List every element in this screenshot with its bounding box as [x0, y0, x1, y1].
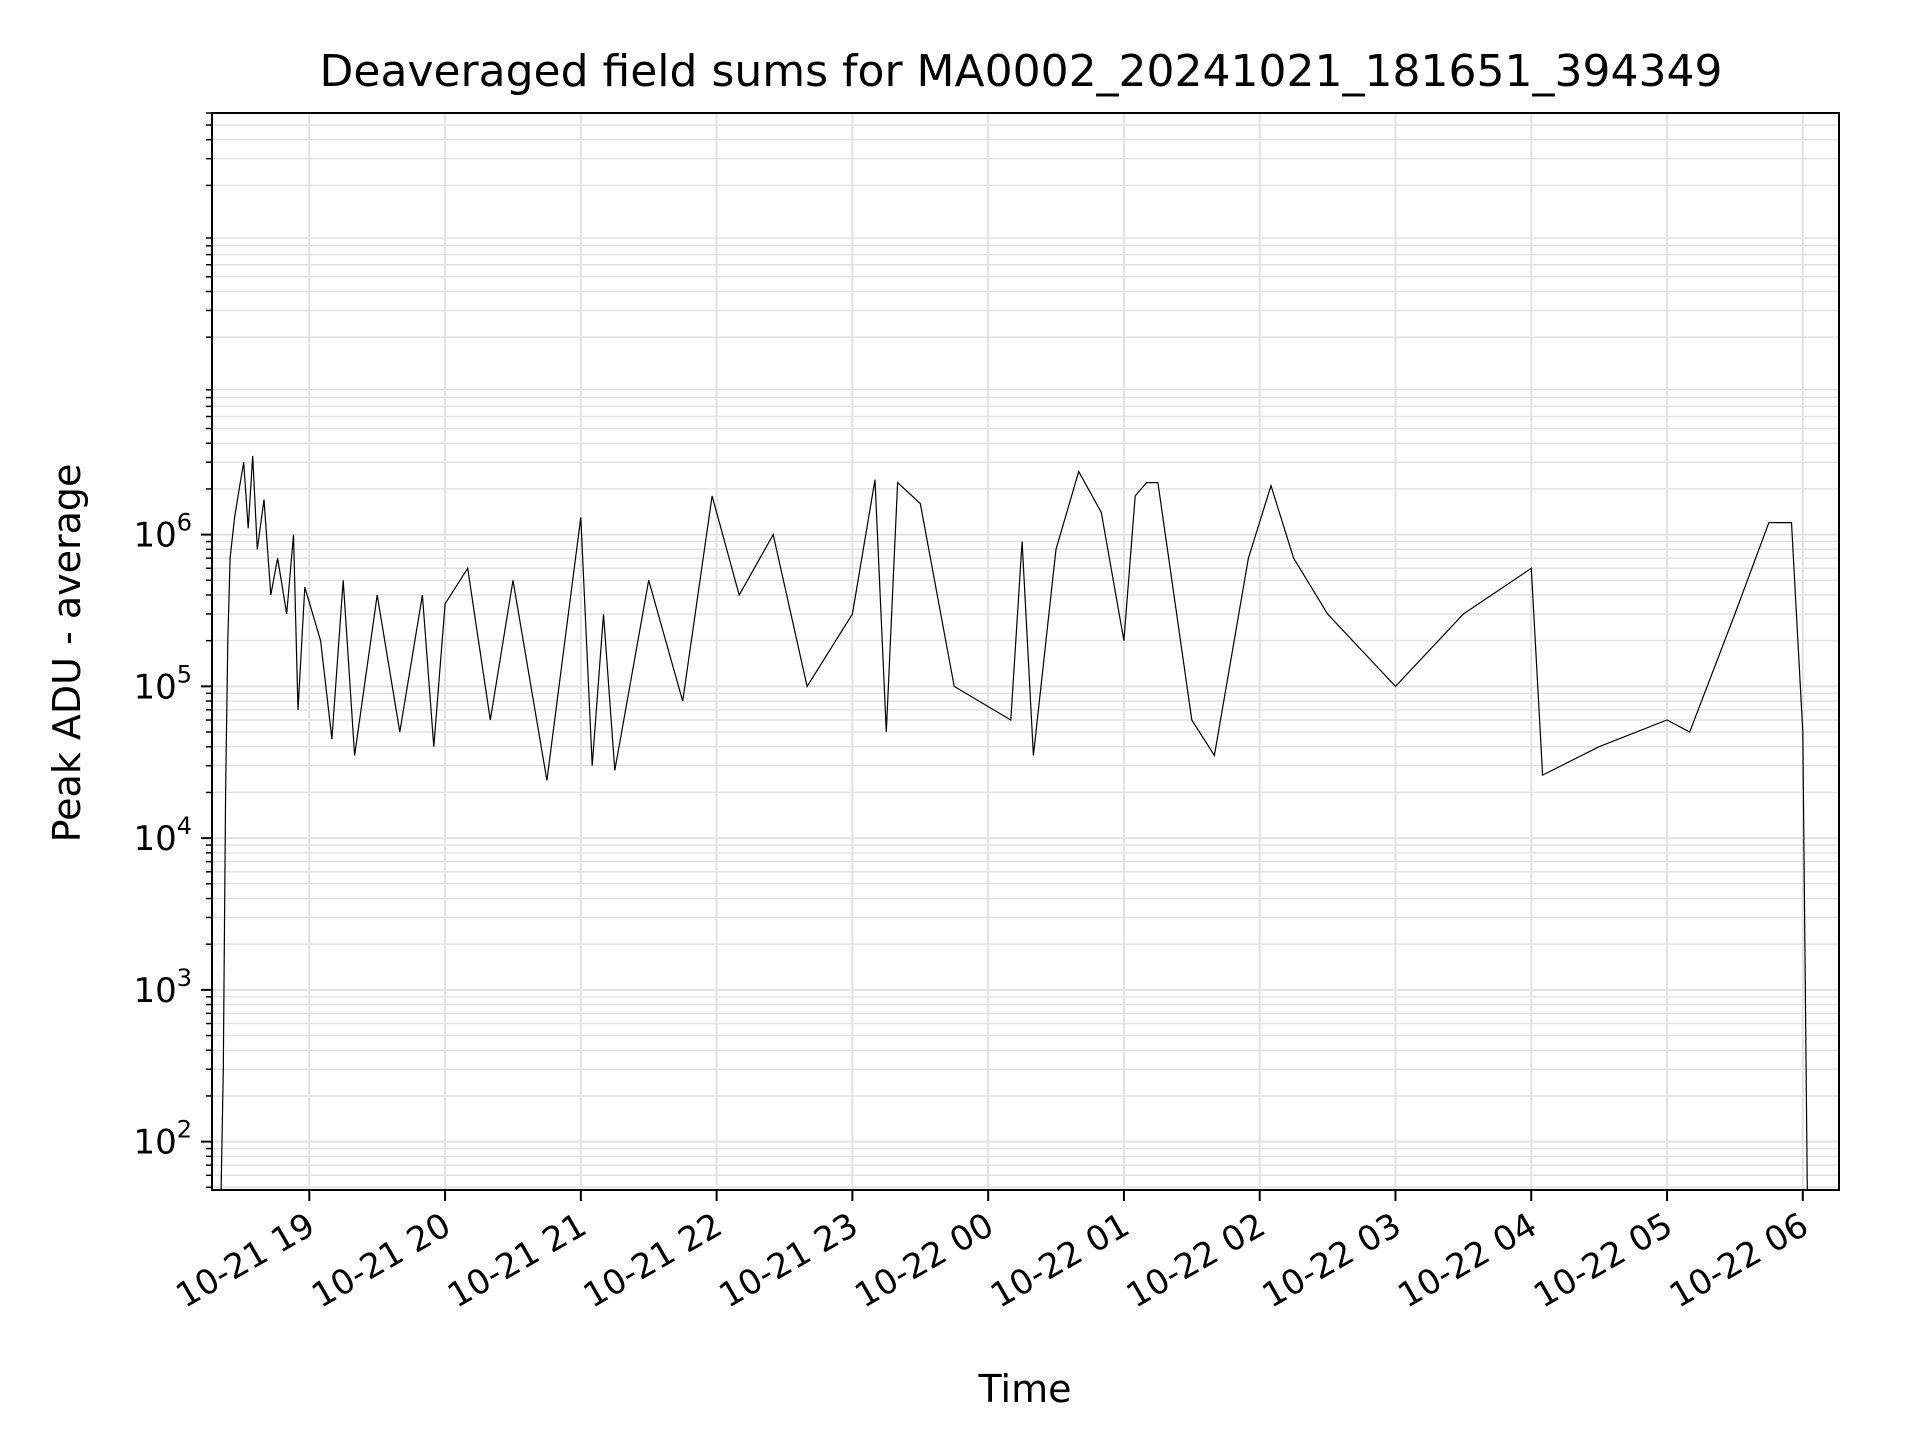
x-tick-label: 10-22 03 [1256, 1205, 1408, 1316]
y-axis-label: Peak ADU - average [45, 464, 89, 843]
y-tick-label: 103 [133, 964, 192, 1011]
y-tick-label: 105 [133, 660, 192, 707]
x-tick-label: 10-21 20 [305, 1205, 457, 1316]
y-axis: 102 103 104 105 106 [133, 112, 212, 1189]
series-line [220, 455, 1808, 1190]
x-tick-label: 10-21 19 [169, 1205, 321, 1316]
x-axis-label: Time [978, 1367, 1072, 1411]
x-tick-label: 10-22 00 [848, 1205, 1000, 1316]
x-tick-label: 10-22 01 [984, 1205, 1136, 1316]
plot-frame [211, 112, 1840, 1191]
x-tick-label: 10-21 21 [441, 1205, 593, 1316]
x-tick-label: 10-22 06 [1663, 1205, 1815, 1316]
x-tick-label: 10-22 04 [1391, 1205, 1543, 1316]
x-tick-label: 10-21 23 [712, 1205, 864, 1316]
chart-title: Deaveraged field sums for MA0002_2024102… [320, 46, 1723, 97]
y-tick-label: 106 [133, 509, 192, 556]
y-tick-label: 104 [133, 812, 192, 859]
grid [212, 112, 1839, 1190]
x-tick-label: 10-22 05 [1527, 1205, 1679, 1316]
x-tick-label: 10-21 22 [577, 1205, 729, 1316]
y-tick-label: 102 [133, 1116, 192, 1163]
x-tick-label: 10-22 02 [1120, 1205, 1272, 1316]
